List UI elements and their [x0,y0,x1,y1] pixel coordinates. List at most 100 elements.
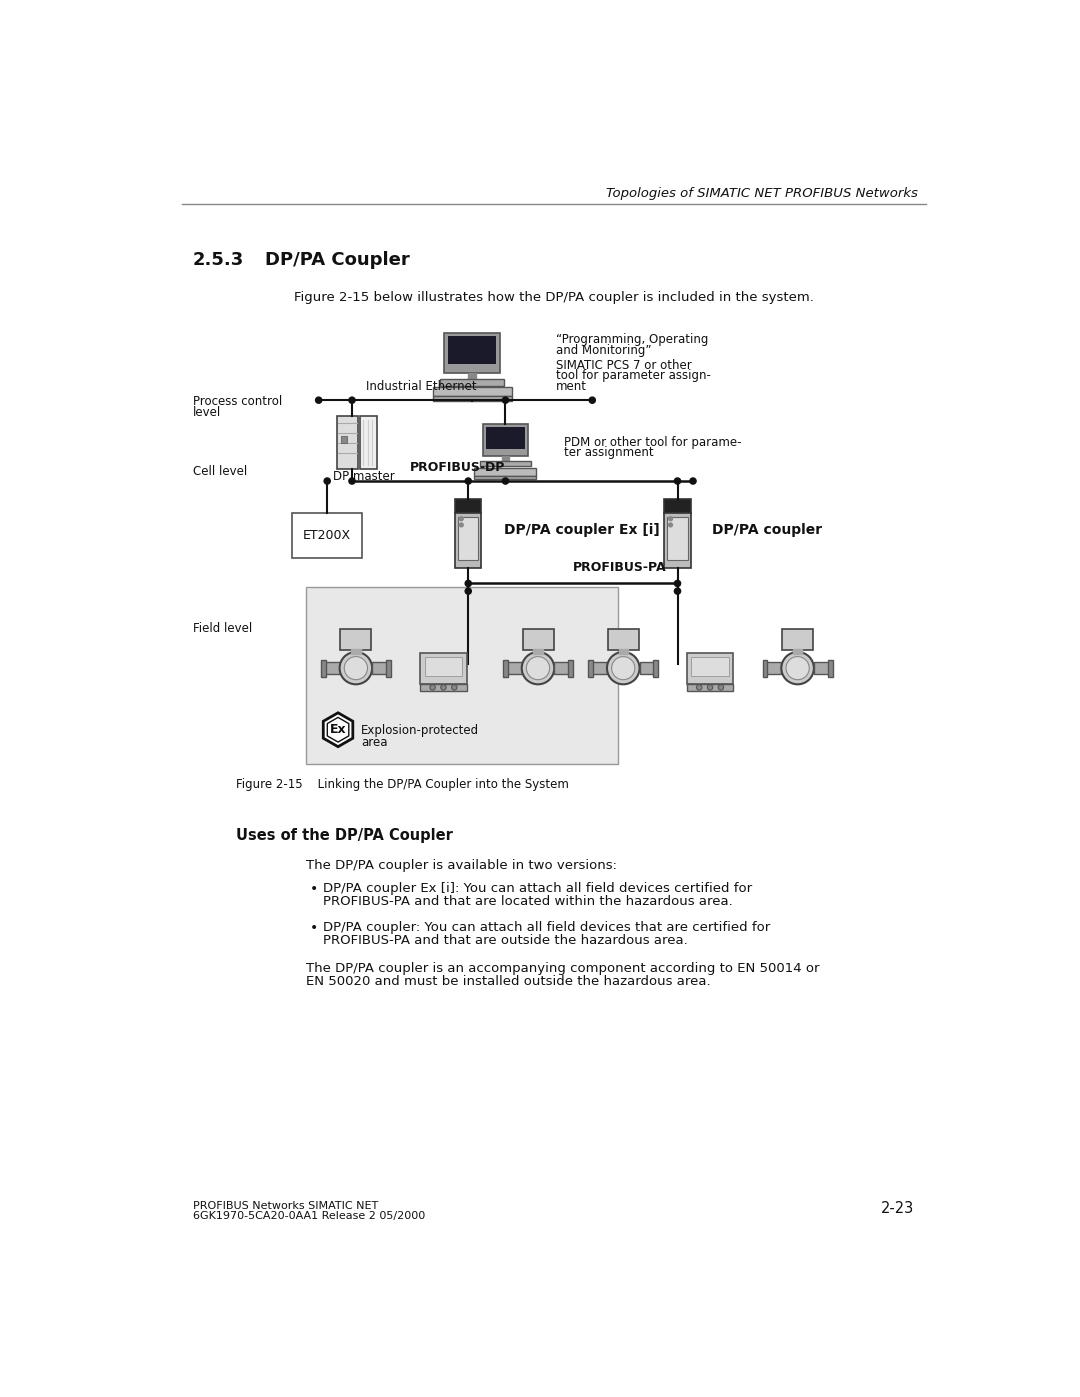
Text: level: level [193,407,221,419]
FancyBboxPatch shape [828,659,833,676]
FancyBboxPatch shape [324,662,339,675]
Text: Topologies of SIMATIC NET PROFIBUS Networks: Topologies of SIMATIC NET PROFIBUS Netwo… [606,187,918,200]
Circle shape [459,517,463,521]
Text: DP/PA coupler Ex [i]: You can attach all field devices certified for: DP/PA coupler Ex [i]: You can attach all… [323,882,752,895]
Text: Uses of the DP/PA Coupler: Uses of the DP/PA Coupler [235,828,453,844]
FancyBboxPatch shape [608,629,638,651]
Circle shape [526,657,550,680]
Circle shape [345,657,367,680]
Text: DP master: DP master [333,471,394,483]
Text: area: area [362,736,388,749]
FancyBboxPatch shape [433,387,512,397]
Text: 6GK1970-5CA20-0AA1 Release 2 05/2000: 6GK1970-5CA20-0AA1 Release 2 05/2000 [193,1211,426,1221]
Text: Figure 2-15 below illustrates how the DP/PA coupler is included in the system.: Figure 2-15 below illustrates how the DP… [294,291,813,303]
FancyBboxPatch shape [360,416,377,469]
Text: 2-23: 2-23 [880,1201,914,1215]
Circle shape [324,478,330,485]
Text: ter assignment: ter assignment [564,447,653,460]
Circle shape [465,588,471,594]
FancyBboxPatch shape [664,513,691,569]
Circle shape [674,580,680,587]
Bar [351,648,361,654]
Text: Industrial Ethernet: Industrial Ethernet [366,380,476,393]
FancyBboxPatch shape [592,662,607,675]
FancyBboxPatch shape [814,662,829,675]
FancyBboxPatch shape [480,461,531,467]
Circle shape [786,657,809,680]
FancyBboxPatch shape [306,587,618,764]
Text: ment: ment [556,380,586,393]
FancyBboxPatch shape [664,499,691,513]
FancyBboxPatch shape [474,468,537,475]
FancyBboxPatch shape [341,436,348,443]
Circle shape [522,652,554,685]
Circle shape [690,478,697,485]
Circle shape [339,652,373,685]
Circle shape [315,397,322,404]
FancyBboxPatch shape [441,380,504,386]
Polygon shape [323,712,353,746]
Bar [502,457,509,461]
Circle shape [451,685,457,690]
Text: PROFIBUS-DP: PROFIBUS-DP [410,461,505,474]
Circle shape [502,478,509,485]
Bar [619,648,627,654]
FancyBboxPatch shape [474,475,537,479]
Bar [469,373,476,380]
Circle shape [781,652,814,685]
FancyBboxPatch shape [653,659,658,676]
FancyBboxPatch shape [687,652,733,683]
FancyBboxPatch shape [448,337,496,365]
Circle shape [465,478,471,485]
FancyBboxPatch shape [589,659,593,676]
Text: Cell level: Cell level [193,465,247,478]
Text: •: • [309,921,318,935]
Text: •: • [309,882,318,897]
Text: DP/PA coupler Ex [i]: DP/PA coupler Ex [i] [504,522,660,536]
FancyBboxPatch shape [687,683,733,692]
Circle shape [674,478,680,485]
Circle shape [669,517,673,521]
FancyBboxPatch shape [433,397,512,401]
Text: Process control: Process control [193,395,282,408]
Circle shape [707,685,713,690]
Circle shape [465,580,471,587]
Circle shape [697,685,702,690]
FancyBboxPatch shape [373,662,388,675]
Circle shape [611,657,635,680]
Circle shape [674,588,680,594]
FancyBboxPatch shape [639,662,656,675]
FancyBboxPatch shape [483,425,528,457]
Text: PROFIBUS-PA and that are located within the hazardous area.: PROFIBUS-PA and that are located within … [323,895,732,908]
Text: and Monitoring”: and Monitoring” [556,344,651,358]
Text: DP/PA coupler: You can attach all field devices that are certified for: DP/PA coupler: You can attach all field … [323,921,770,933]
Text: PROFIBUS Networks SIMATIC NET: PROFIBUS Networks SIMATIC NET [193,1201,378,1211]
Circle shape [459,522,463,527]
FancyBboxPatch shape [568,659,572,676]
FancyBboxPatch shape [503,659,508,676]
FancyBboxPatch shape [455,513,482,569]
Circle shape [430,685,435,690]
FancyBboxPatch shape [420,683,467,692]
Text: Field level: Field level [193,622,253,636]
FancyBboxPatch shape [762,659,768,676]
Text: Figure 2-15    Linking the DP/PA Coupler into the System: Figure 2-15 Linking the DP/PA Coupler in… [235,778,569,791]
Text: “Programming, Operating: “Programming, Operating [556,334,708,346]
FancyBboxPatch shape [337,416,359,469]
Text: ET200X: ET200X [303,529,351,542]
Circle shape [669,522,673,527]
FancyBboxPatch shape [424,658,462,676]
FancyBboxPatch shape [340,629,372,651]
FancyBboxPatch shape [691,658,729,676]
Text: The DP/PA coupler is available in two versions:: The DP/PA coupler is available in two ve… [306,859,617,872]
Circle shape [607,652,639,685]
FancyBboxPatch shape [554,662,570,675]
Text: PDM or other tool for parame-: PDM or other tool for parame- [564,436,741,448]
Text: PROFIBUS-PA: PROFIBUS-PA [572,562,666,574]
Text: SIMATIC PCS 7 or other: SIMATIC PCS 7 or other [556,359,691,372]
Circle shape [718,685,724,690]
FancyBboxPatch shape [458,517,478,560]
FancyBboxPatch shape [321,659,326,676]
Polygon shape [327,718,349,742]
Circle shape [349,478,355,485]
